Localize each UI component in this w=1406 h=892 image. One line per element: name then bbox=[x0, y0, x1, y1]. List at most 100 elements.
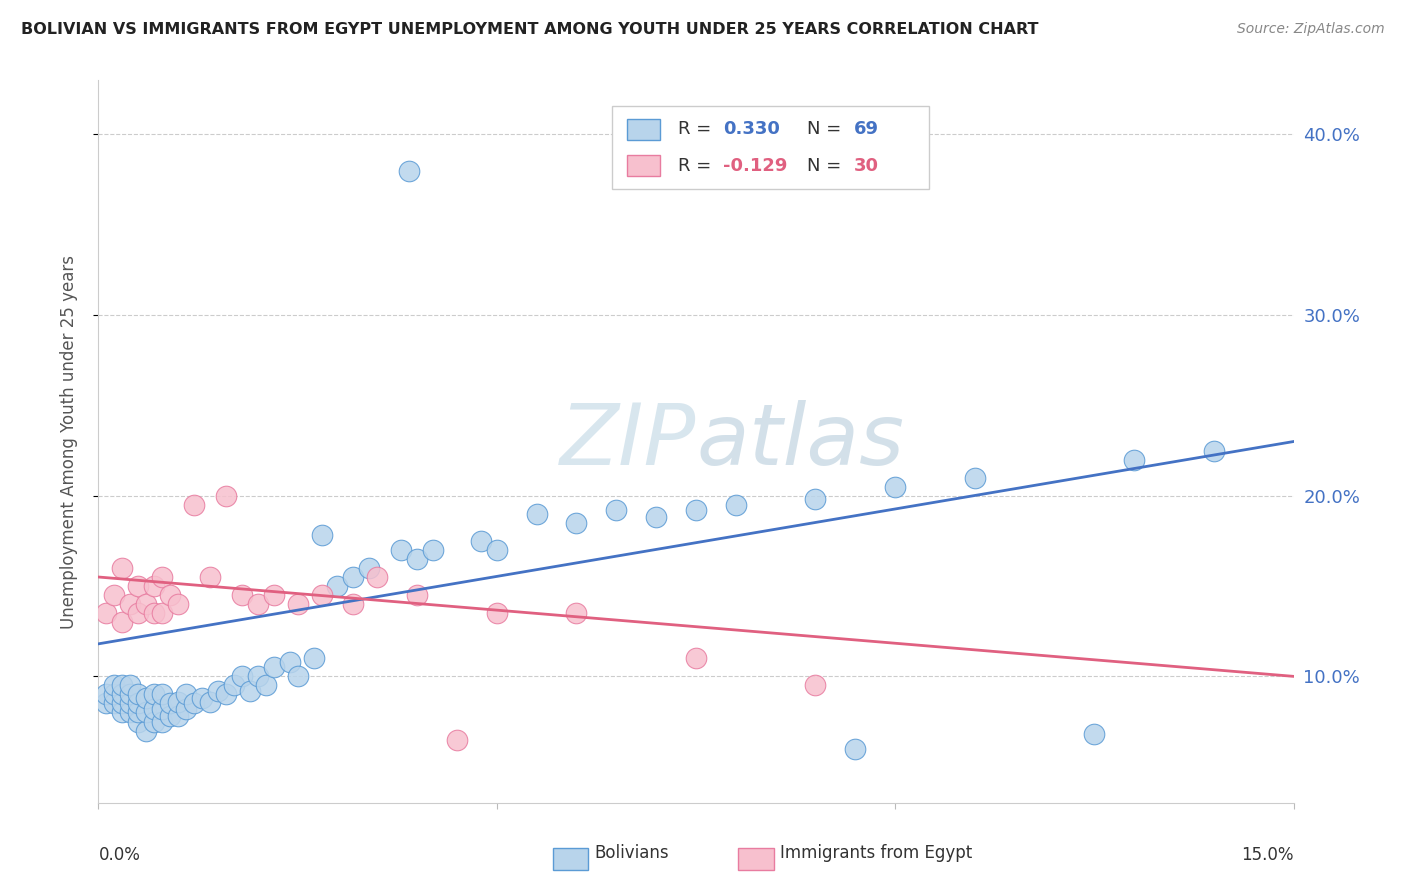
Point bbox=[159, 709, 181, 723]
Point bbox=[143, 687, 166, 701]
Point bbox=[470, 533, 492, 548]
Point bbox=[342, 570, 364, 584]
Point bbox=[111, 561, 134, 575]
Point bbox=[174, 702, 197, 716]
Text: Source: ZipAtlas.com: Source: ZipAtlas.com bbox=[1237, 22, 1385, 37]
Point bbox=[287, 669, 309, 683]
Text: -0.129: -0.129 bbox=[724, 156, 787, 175]
Text: Immigrants from Egypt: Immigrants from Egypt bbox=[779, 845, 972, 863]
Point bbox=[446, 732, 468, 747]
Point bbox=[844, 741, 866, 756]
Point bbox=[485, 542, 508, 557]
Point bbox=[1202, 443, 1225, 458]
Y-axis label: Unemployment Among Youth under 25 years: Unemployment Among Youth under 25 years bbox=[59, 254, 77, 629]
Text: 0.330: 0.330 bbox=[724, 120, 780, 138]
Point bbox=[167, 695, 190, 709]
Bar bbox=[627, 120, 661, 139]
Point bbox=[191, 691, 214, 706]
Point bbox=[287, 597, 309, 611]
Point bbox=[215, 687, 238, 701]
Point bbox=[804, 678, 827, 692]
Point bbox=[127, 697, 149, 711]
Point bbox=[1083, 727, 1105, 741]
Point bbox=[111, 678, 134, 692]
Point bbox=[111, 615, 134, 630]
Point bbox=[222, 678, 245, 692]
Text: 69: 69 bbox=[853, 120, 879, 138]
Text: N =: N = bbox=[807, 120, 846, 138]
Point bbox=[135, 691, 157, 706]
Point bbox=[174, 687, 197, 701]
Point bbox=[183, 697, 205, 711]
Point bbox=[215, 489, 238, 503]
Point bbox=[326, 579, 349, 593]
Point bbox=[103, 678, 125, 692]
Point bbox=[884, 480, 907, 494]
Point bbox=[366, 570, 388, 584]
Point bbox=[685, 651, 707, 665]
Point bbox=[359, 561, 381, 575]
Point bbox=[198, 695, 221, 709]
Point bbox=[422, 542, 444, 557]
Point bbox=[150, 570, 173, 584]
Text: N =: N = bbox=[807, 156, 846, 175]
Point bbox=[103, 588, 125, 602]
Point bbox=[150, 714, 173, 729]
Point bbox=[111, 687, 134, 701]
Point bbox=[231, 588, 253, 602]
Point bbox=[96, 606, 118, 620]
Point bbox=[103, 687, 125, 701]
Text: atlas: atlas bbox=[696, 400, 904, 483]
Text: 15.0%: 15.0% bbox=[1241, 847, 1294, 864]
Point bbox=[120, 678, 142, 692]
Point bbox=[127, 606, 149, 620]
Point bbox=[167, 597, 190, 611]
Point bbox=[96, 687, 118, 701]
Point bbox=[150, 606, 173, 620]
Point bbox=[96, 697, 118, 711]
Point bbox=[120, 697, 142, 711]
Point bbox=[406, 552, 429, 566]
Bar bbox=[627, 155, 661, 176]
Point bbox=[150, 702, 173, 716]
Point bbox=[389, 542, 412, 557]
Point bbox=[311, 588, 333, 602]
Point bbox=[127, 714, 149, 729]
Point bbox=[406, 588, 429, 602]
Point bbox=[120, 687, 142, 701]
Point bbox=[565, 516, 588, 530]
Text: ZIP: ZIP bbox=[560, 400, 696, 483]
Point bbox=[135, 597, 157, 611]
Point bbox=[207, 683, 229, 698]
Text: 30: 30 bbox=[853, 156, 879, 175]
Point bbox=[127, 579, 149, 593]
Point bbox=[605, 503, 627, 517]
Point bbox=[103, 697, 125, 711]
Point bbox=[150, 687, 173, 701]
Point bbox=[135, 723, 157, 738]
Point bbox=[246, 669, 269, 683]
Point bbox=[485, 606, 508, 620]
Text: 0.0%: 0.0% bbox=[98, 847, 141, 864]
Point bbox=[143, 714, 166, 729]
Point bbox=[159, 588, 181, 602]
Point bbox=[565, 606, 588, 620]
Text: Bolivians: Bolivians bbox=[595, 845, 669, 863]
Point bbox=[143, 579, 166, 593]
Point bbox=[685, 503, 707, 517]
Point bbox=[111, 706, 134, 720]
Point bbox=[120, 706, 142, 720]
Point bbox=[135, 706, 157, 720]
Point bbox=[526, 507, 548, 521]
Bar bbox=[738, 848, 773, 870]
Point bbox=[159, 697, 181, 711]
Point bbox=[120, 597, 142, 611]
Point bbox=[302, 651, 325, 665]
Point bbox=[263, 588, 285, 602]
Point bbox=[127, 687, 149, 701]
Point bbox=[111, 697, 134, 711]
Point bbox=[246, 597, 269, 611]
Point bbox=[183, 498, 205, 512]
Point bbox=[342, 597, 364, 611]
Point bbox=[963, 471, 986, 485]
